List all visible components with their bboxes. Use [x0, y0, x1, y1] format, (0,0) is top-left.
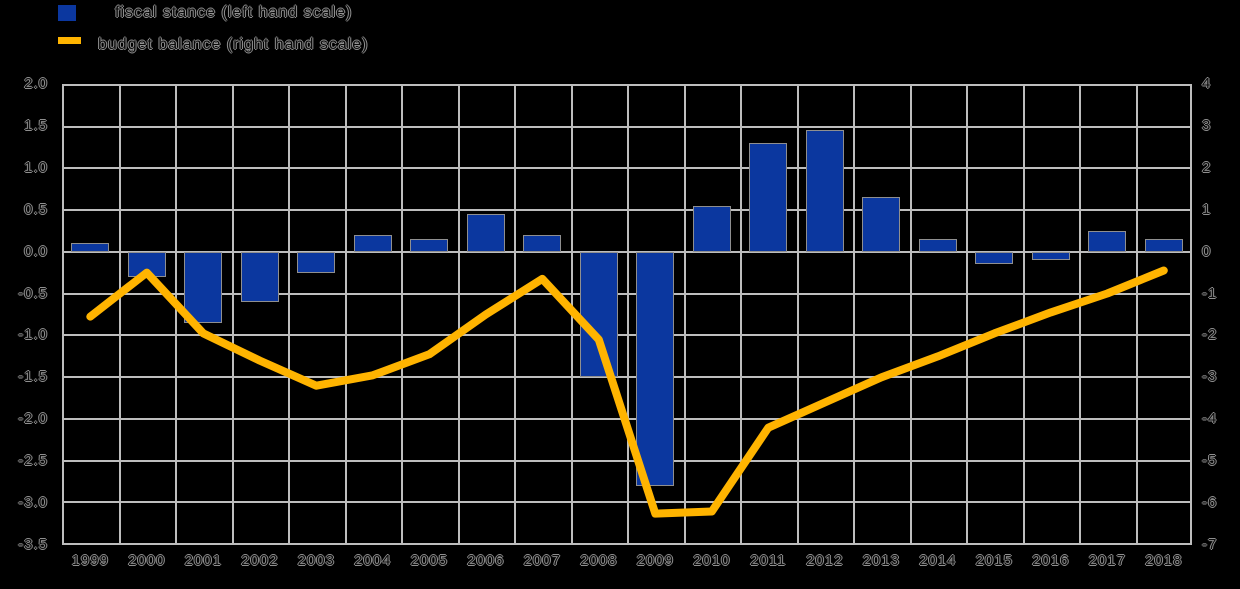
- left-axis-tick: 2.0: [24, 75, 48, 92]
- right-axis-tick: 3: [1202, 116, 1212, 134]
- bar-2017: [1088, 230, 1127, 252]
- line-series: [86, 266, 1168, 518]
- right-axis-tick: -1: [1202, 284, 1218, 302]
- x-axis-tick: 2009: [636, 552, 674, 569]
- right-axis-tick: 1: [1202, 200, 1212, 218]
- x-axis-tick: 2017: [1088, 552, 1126, 569]
- right-axis-tick: -5: [1202, 452, 1218, 470]
- bar-2011: [749, 142, 788, 252]
- v-gridline: [62, 84, 64, 545]
- v-gridline: [288, 84, 290, 545]
- v-gridline: [1079, 84, 1081, 545]
- right-axis-tick: 2: [1202, 158, 1212, 176]
- x-axis-tick: 2011: [750, 552, 787, 569]
- v-gridline: [627, 84, 629, 545]
- bar-2014: [918, 239, 957, 252]
- bar-2001: [184, 251, 223, 323]
- x-axis-tick: 1999: [71, 552, 109, 569]
- left-axis-tick: 1.0: [24, 158, 48, 176]
- bar-2013: [862, 197, 901, 252]
- bar-2016: [1031, 251, 1070, 260]
- bar-2018: [1144, 239, 1183, 252]
- v-gridline: [175, 84, 177, 545]
- x-axis-tick: 2005: [410, 552, 448, 569]
- x-axis-tick: 2003: [297, 552, 335, 569]
- v-gridline: [1022, 84, 1025, 545]
- bar-2002: [240, 251, 279, 302]
- left-axis-tick: -3.0: [18, 494, 48, 512]
- v-gridline: [853, 84, 855, 545]
- bar-2015: [975, 251, 1014, 265]
- v-gridline: [683, 84, 686, 545]
- left-axis-tick: -3.5: [18, 536, 48, 553]
- x-axis-tick: 2000: [128, 552, 166, 569]
- line-series-swatch: [58, 37, 81, 44]
- v-gridline: [344, 84, 347, 545]
- bar-2008: [579, 251, 618, 378]
- left-axis-tick: 0.5: [24, 200, 48, 218]
- chart-legend: fiscal stance (left hand scale) budget b…: [0, 0, 500, 60]
- v-gridline: [909, 84, 912, 545]
- right-axis-tick: -3: [1202, 368, 1218, 386]
- v-gridline: [966, 84, 968, 545]
- v-gridline: [231, 84, 234, 545]
- v-gridline: [1190, 84, 1192, 545]
- right-axis-tick: -7: [1202, 536, 1218, 553]
- bar-2006: [466, 213, 505, 252]
- x-axis-tick: 2015: [975, 552, 1013, 569]
- right-axis-tick: -4: [1202, 410, 1218, 428]
- bar-2012: [805, 130, 844, 252]
- x-axis-tick: 2004: [354, 552, 392, 569]
- left-axis-tick: -1.0: [18, 326, 48, 344]
- x-axis-tick: 2006: [467, 552, 505, 569]
- right-axis-tick: -2: [1202, 326, 1218, 344]
- x-axis-tick: 2018: [1145, 552, 1183, 569]
- left-axis-tick: 0.0: [24, 242, 48, 260]
- left-axis-tick: -0.5: [18, 284, 48, 302]
- right-axis-tick: 4: [1202, 75, 1212, 92]
- right-axis-tick: 0: [1202, 242, 1212, 260]
- left-axis-tick: 1.5: [24, 116, 48, 134]
- v-gridline: [401, 84, 403, 545]
- x-axis-tick: 2002: [241, 552, 279, 569]
- v-gridline: [457, 84, 460, 545]
- x-axis-tick: 2012: [806, 552, 844, 569]
- bar-2004: [353, 234, 392, 252]
- left-axis-tick: -1.5: [18, 368, 48, 386]
- v-gridline: [1135, 84, 1138, 545]
- v-gridline: [796, 84, 799, 545]
- bar-2010: [692, 205, 731, 252]
- x-axis-tick: 2013: [862, 552, 900, 569]
- x-axis-tick: 2001: [184, 552, 222, 569]
- x-axis-tick: 2010: [693, 552, 731, 569]
- left-axis-tick: -2.5: [18, 452, 48, 470]
- x-axis-tick: 2014: [919, 552, 957, 569]
- bar-series-swatch: [58, 5, 76, 21]
- bar-2005: [410, 239, 449, 252]
- bar-2009: [636, 251, 675, 487]
- plot-area: [62, 84, 1192, 545]
- v-gridline: [740, 84, 742, 545]
- budget-balance-line: [86, 266, 1168, 518]
- legend-label-line-series: budget balance (right hand scale): [98, 36, 369, 53]
- bar-2003: [297, 251, 336, 273]
- v-gridline: [514, 84, 516, 545]
- x-axis-tick: 2008: [580, 552, 618, 569]
- x-axis-tick: 2007: [523, 552, 561, 569]
- bar-2007: [523, 234, 562, 252]
- left-axis-tick: -2.0: [18, 410, 48, 428]
- bar-1999: [71, 243, 110, 252]
- legend-label-bar-series: fiscal stance (left hand scale): [115, 4, 353, 21]
- x-axis-tick: 2016: [1032, 552, 1070, 569]
- v-gridline: [118, 84, 121, 545]
- right-axis-tick: -6: [1202, 494, 1218, 512]
